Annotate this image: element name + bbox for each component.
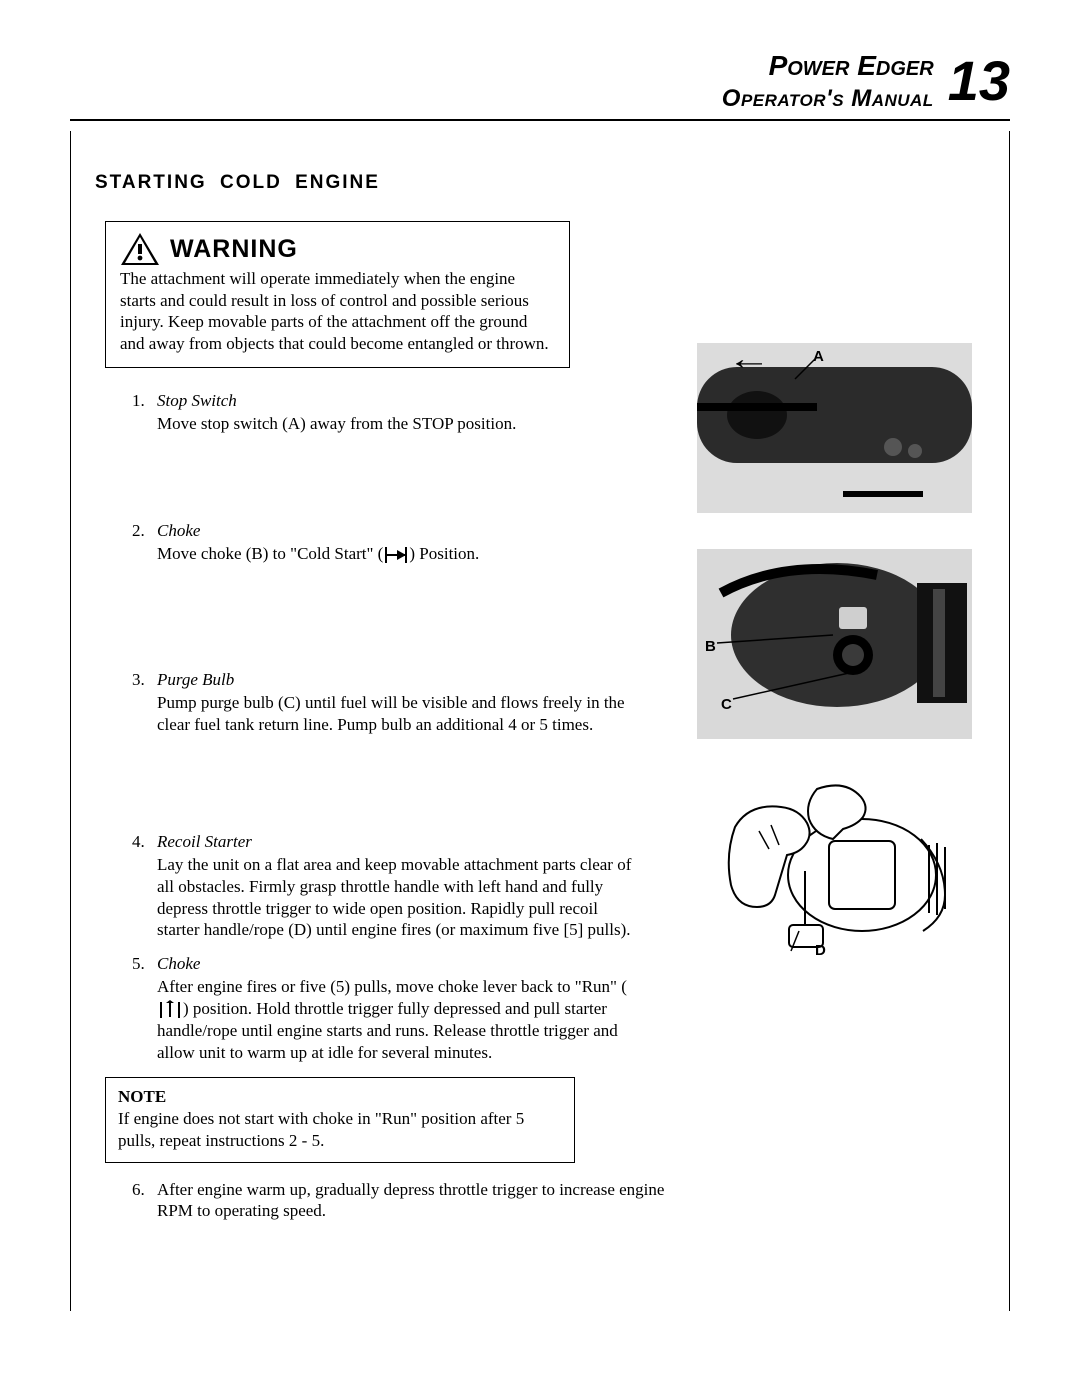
step-2: Choke Move choke (B) to "Cold Start" ( )… [149, 520, 677, 565]
step-4: Recoil Starter Lay the unit on a flat ar… [149, 831, 677, 941]
left-column: starting cold engine WARNING The attachm… [95, 171, 677, 1223]
step-list: Stop Switch Move stop switch (A) away fr… [105, 390, 677, 1063]
step-2-title: Choke [157, 520, 677, 542]
step-5-title: Choke [157, 953, 677, 975]
step-3: Purge Bulb Pump purge bulb (C) until fue… [149, 669, 677, 735]
step-list-6: After engine warm up, gradually depress … [105, 1179, 677, 1223]
step-3-body: Pump purge bulb (C) until fuel will be v… [157, 692, 637, 736]
header-line-2: Operator's Manual [722, 84, 934, 115]
step-6-body: After engine warm up, gradually depress … [157, 1180, 664, 1221]
page-number: 13 [948, 53, 1010, 109]
step-2-body: Move choke (B) to "Cold Start" ( ) Posit… [157, 543, 637, 565]
figure-a: ← A [697, 343, 972, 513]
step-5: Choke After engine fires or five (5) pul… [149, 953, 677, 1063]
note-box: NOTE If engine does not start with choke… [105, 1077, 575, 1162]
right-column: ← A B [697, 171, 977, 1223]
page-header: Power Edger Operator's Manual 13 [70, 48, 1010, 121]
warning-label: WARNING [170, 233, 298, 265]
step-1: Stop Switch Move stop switch (A) away fr… [149, 390, 677, 435]
figure-bc: B C [697, 549, 972, 739]
figure-d-label: D [815, 941, 826, 960]
step-1-body: Move stop switch (A) away from the STOP … [157, 413, 637, 435]
step-4-title: Recoil Starter [157, 831, 677, 853]
figure-b-leader-line [715, 633, 835, 653]
section-title: starting cold engine [95, 171, 677, 195]
figure-c-leader-line [731, 671, 851, 701]
warning-triangle-icon [120, 232, 160, 266]
figure-a-arrow-icon: ← [727, 343, 771, 374]
step-5-body: After engine fires or five (5) pulls, mo… [157, 976, 637, 1063]
figure-d: D [697, 775, 972, 965]
step-1-title: Stop Switch [157, 390, 677, 412]
content-frame: starting cold engine WARNING The attachm… [70, 131, 1010, 1311]
note-label: NOTE [118, 1086, 562, 1108]
step-3-title: Purge Bulb [157, 669, 677, 691]
note-text: If engine does not start with choke in "… [118, 1108, 562, 1152]
figure-a-leader-line [793, 355, 823, 385]
header-title-block: Power Edger Operator's Manual [722, 48, 934, 115]
header-line-1: Power Edger [722, 48, 934, 84]
step-5-body-post: ) position. Hold throttle trigger fully … [157, 999, 618, 1062]
warning-text: The attachment will operate immediately … [120, 268, 555, 355]
step-6: After engine warm up, gradually depress … [149, 1179, 677, 1223]
choke-cold-start-icon [383, 545, 409, 565]
step-2-body-post: ) Position. [409, 544, 479, 563]
step-4-body: Lay the unit on a flat area and keep mov… [157, 854, 637, 941]
step-5-body-pre: After engine fires or five (5) pulls, mo… [157, 977, 627, 996]
step-2-body-pre: Move choke (B) to "Cold Start" ( [157, 544, 383, 563]
warning-box: WARNING The attachment will operate imme… [105, 221, 570, 368]
choke-run-icon [157, 1000, 183, 1020]
